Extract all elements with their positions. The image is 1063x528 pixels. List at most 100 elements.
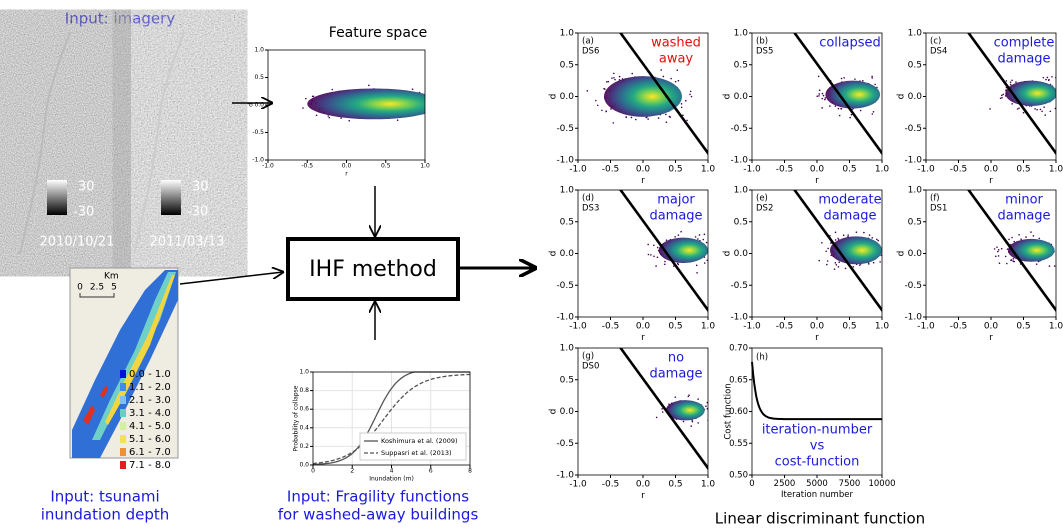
cloud [302, 84, 435, 122]
y-tick-label: -0.5 [252, 129, 264, 136]
scatter-dot [830, 242, 832, 244]
x-tick-label: -0.5 [602, 322, 620, 332]
scatter-dot [882, 104, 884, 106]
y-tick-label: 0.6 [299, 406, 309, 413]
scatter-dot [697, 398, 699, 400]
y-tick-label: 0.0 [908, 249, 923, 259]
x-tick-label: 1.0 [701, 165, 716, 175]
scatter-dot [1001, 96, 1003, 99]
scatter-dot [716, 244, 718, 246]
scatter-dot [647, 253, 650, 256]
scatter-dot [889, 93, 891, 95]
scale-tick: 0 [77, 283, 83, 293]
y-tick-label: 0.0 [734, 92, 749, 102]
scatter-dot [713, 252, 715, 254]
x-tick-label: 10000 [868, 479, 895, 489]
scatter-dot [425, 104, 427, 106]
scatter-dot [711, 410, 713, 412]
scatter-dot [1032, 235, 1035, 237]
scatter-dot [705, 405, 707, 408]
scatter-dot [847, 234, 849, 236]
scatter-dot [429, 104, 431, 106]
cloud [586, 33, 708, 156]
colorbar-label: -30 [187, 205, 208, 220]
scatter-dot [821, 92, 824, 95]
y-tick-label: 0.0 [254, 102, 264, 109]
scatter-dot [411, 88, 414, 90]
legend-label: 3.1 - 4.0 [129, 408, 171, 419]
scatter-dot [618, 75, 621, 78]
scatter-dot [883, 240, 885, 242]
scatter-dot [340, 117, 342, 119]
scatter-dot [1009, 83, 1012, 86]
scatter-dot [885, 98, 887, 100]
x-axis-label: r [815, 176, 819, 186]
scatter-dot [635, 118, 637, 121]
x-tick-label: 0.5 [668, 165, 682, 175]
scatter-dot [1011, 103, 1013, 105]
x-tick-label: 1.0 [420, 163, 430, 170]
colorbar [161, 180, 181, 215]
legend-label: 7.1 - 8.0 [129, 460, 171, 471]
scatter-dot [1006, 248, 1009, 250]
fragility-curve [312, 373, 470, 465]
y-tick-label: 1.0 [908, 186, 923, 196]
scatter-dot [996, 246, 998, 248]
panels: -1.0 -0.5 0.0 0.5 1.0-1.0-0.50.00.51.0rd(a)D… [548, 29, 1063, 502]
panel: -1.0 -0.5 0.0 0.5 1.0 -1.0 -0.5 0.0 0.5 1.0 r d (a)D… [548, 29, 715, 187]
scatter-dot [431, 95, 433, 97]
scatter-dot [702, 238, 705, 241]
scatter-dot [1041, 110, 1043, 113]
scatter-dot [871, 75, 873, 78]
scatter-dot [428, 107, 430, 109]
scatter-dot [825, 250, 827, 253]
scale-unit: Km [104, 272, 119, 282]
y-tick-label: 0.0 [560, 249, 575, 259]
scatter-dot [818, 259, 821, 262]
scatter-dot [818, 89, 821, 92]
cloud [793, 33, 891, 156]
legend-swatch [120, 396, 126, 404]
panel: -1.0 -0.5 0.0 0.5 1.0 -1.0 -0.5 0.0 0.5 1.0 r d (g)D… [548, 344, 715, 502]
y-tick-label: -0.5 [556, 124, 574, 134]
scatter-dot [892, 241, 894, 243]
cost-curve [751, 361, 882, 421]
scatter-dot [999, 97, 1002, 100]
scatter-dot [1010, 259, 1013, 261]
scatter-dot [680, 103, 683, 105]
scatter-dot [1012, 258, 1015, 260]
panel-tag: (c) [930, 37, 941, 47]
scatter-dot [611, 77, 613, 79]
x-tick-label: 1.0 [875, 165, 890, 175]
x-tick-label: 4 [390, 468, 394, 475]
density [1007, 238, 1055, 262]
x-tick-label: -1.0 [743, 322, 761, 332]
density [658, 237, 708, 264]
scatter-dot [433, 102, 435, 104]
scatter-dot [1048, 78, 1050, 81]
panel-class: DS2 [756, 204, 773, 214]
y-tick-label: 0.0 [734, 249, 749, 259]
scatter-dot [680, 106, 683, 109]
scatter-dot [1044, 114, 1047, 116]
x-tick-label: 0 [749, 479, 754, 489]
scatter-dot [879, 261, 881, 263]
scatter-dot [872, 261, 875, 264]
density [604, 76, 682, 117]
scatter-dot [824, 98, 826, 101]
scatter-dot [664, 260, 666, 263]
scatter-dot [1005, 80, 1008, 82]
x-axis-label: Iteration number [781, 490, 853, 500]
scatter-dot [612, 122, 615, 124]
x-tick-label: 2500 [774, 479, 796, 489]
x-tick-label: -1.0 [569, 480, 587, 490]
scatter-dot [871, 77, 873, 79]
scatter-dot [893, 231, 895, 233]
scatter-dot [886, 100, 888, 102]
scatter-dot [680, 230, 682, 233]
scatter-dot [837, 266, 840, 268]
cloud [967, 190, 1056, 313]
scatter-dot [682, 420, 685, 423]
scatter-dot [687, 395, 690, 398]
coastline [133, 31, 185, 255]
